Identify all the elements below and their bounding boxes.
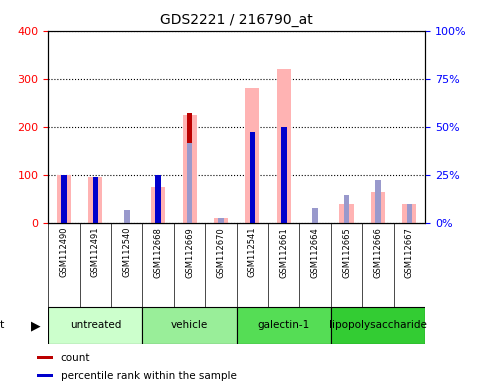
Text: GSM112665: GSM112665 bbox=[342, 227, 351, 278]
Bar bbox=[277, 69, 291, 223]
Text: ▶: ▶ bbox=[31, 319, 41, 332]
Text: galectin-1: galectin-1 bbox=[257, 320, 310, 331]
Bar bbox=[402, 204, 416, 223]
Text: GSM112664: GSM112664 bbox=[311, 227, 320, 278]
Bar bbox=[142, 307, 237, 344]
Text: untreated: untreated bbox=[70, 320, 121, 331]
Bar bbox=[375, 180, 381, 223]
Text: GSM112668: GSM112668 bbox=[154, 227, 163, 278]
Bar bbox=[407, 204, 412, 223]
Bar bbox=[93, 177, 98, 223]
Bar bbox=[57, 175, 71, 223]
Bar bbox=[214, 218, 228, 223]
Text: agent: agent bbox=[0, 320, 5, 331]
Bar bbox=[331, 307, 425, 344]
Text: percentile rank within the sample: percentile rank within the sample bbox=[61, 371, 237, 381]
Bar bbox=[344, 195, 349, 223]
Bar bbox=[187, 142, 192, 223]
Bar bbox=[156, 175, 161, 223]
Bar bbox=[124, 210, 129, 223]
Text: GSM112540: GSM112540 bbox=[122, 227, 131, 278]
Text: vehicle: vehicle bbox=[171, 320, 208, 331]
Text: count: count bbox=[61, 353, 90, 362]
Bar bbox=[187, 142, 192, 223]
Text: GSM112669: GSM112669 bbox=[185, 227, 194, 278]
Bar bbox=[37, 374, 53, 377]
Bar bbox=[218, 218, 224, 223]
Bar bbox=[151, 187, 165, 223]
Bar bbox=[313, 208, 318, 223]
Title: GDS2221 / 216790_at: GDS2221 / 216790_at bbox=[160, 13, 313, 27]
Bar bbox=[371, 192, 385, 223]
Bar bbox=[61, 175, 67, 223]
Text: GSM112670: GSM112670 bbox=[216, 227, 226, 278]
Bar bbox=[245, 88, 259, 223]
Text: GSM112667: GSM112667 bbox=[405, 227, 414, 278]
Text: GSM112661: GSM112661 bbox=[279, 227, 288, 278]
Text: GSM112491: GSM112491 bbox=[91, 227, 100, 278]
Bar bbox=[340, 204, 354, 223]
Bar bbox=[237, 307, 331, 344]
Text: GSM112666: GSM112666 bbox=[373, 227, 383, 278]
Text: GSM112541: GSM112541 bbox=[248, 227, 257, 278]
Bar bbox=[183, 115, 197, 223]
Bar bbox=[187, 113, 192, 223]
Bar bbox=[281, 127, 286, 223]
Text: GSM112490: GSM112490 bbox=[59, 227, 69, 278]
Text: lipopolysaccharide: lipopolysaccharide bbox=[329, 320, 427, 331]
Bar bbox=[48, 307, 142, 344]
Bar bbox=[37, 356, 53, 359]
Bar bbox=[88, 177, 102, 223]
Bar bbox=[250, 131, 255, 223]
